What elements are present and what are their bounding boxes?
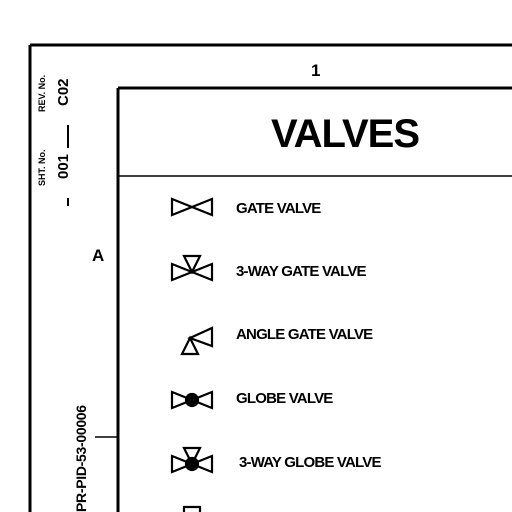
three-way-globe-valve-icon bbox=[170, 446, 214, 474]
gate-valve-icon bbox=[170, 197, 214, 217]
legend-title: VALVES bbox=[270, 112, 420, 156]
angle-gate-valve-icon bbox=[180, 326, 214, 356]
rev-no-value: C02 bbox=[55, 78, 72, 106]
zone-number: 1 bbox=[311, 61, 321, 80]
legend-label-globe-valve: GLOBE VALVE bbox=[236, 390, 333, 407]
zone-letter: A bbox=[92, 246, 105, 265]
sheet-no-label: SHT. No. bbox=[37, 149, 47, 186]
outer-frame bbox=[28, 43, 512, 512]
globe-valve-icon bbox=[170, 390, 214, 410]
legend-label-angle-gate-valve: ANGLE GATE VALVE bbox=[236, 326, 373, 343]
legend-label-3-way-gate-valve: 3-WAY GATE VALVE bbox=[236, 263, 367, 280]
three-way-gate-valve-icon bbox=[170, 254, 214, 282]
sheet-no-value: 001 bbox=[55, 153, 72, 179]
legend-label-3-way-globe-valve: 3-WAY GLOBE VALVE bbox=[239, 454, 382, 471]
partial-valve-icon bbox=[182, 505, 202, 512]
legend-label-gate-valve: GATE VALVE bbox=[236, 200, 321, 217]
rev-no-label: REV. No. bbox=[37, 74, 47, 112]
inner-frame bbox=[116, 86, 512, 512]
document-number: PR-PID-53-00006 bbox=[73, 405, 89, 512]
